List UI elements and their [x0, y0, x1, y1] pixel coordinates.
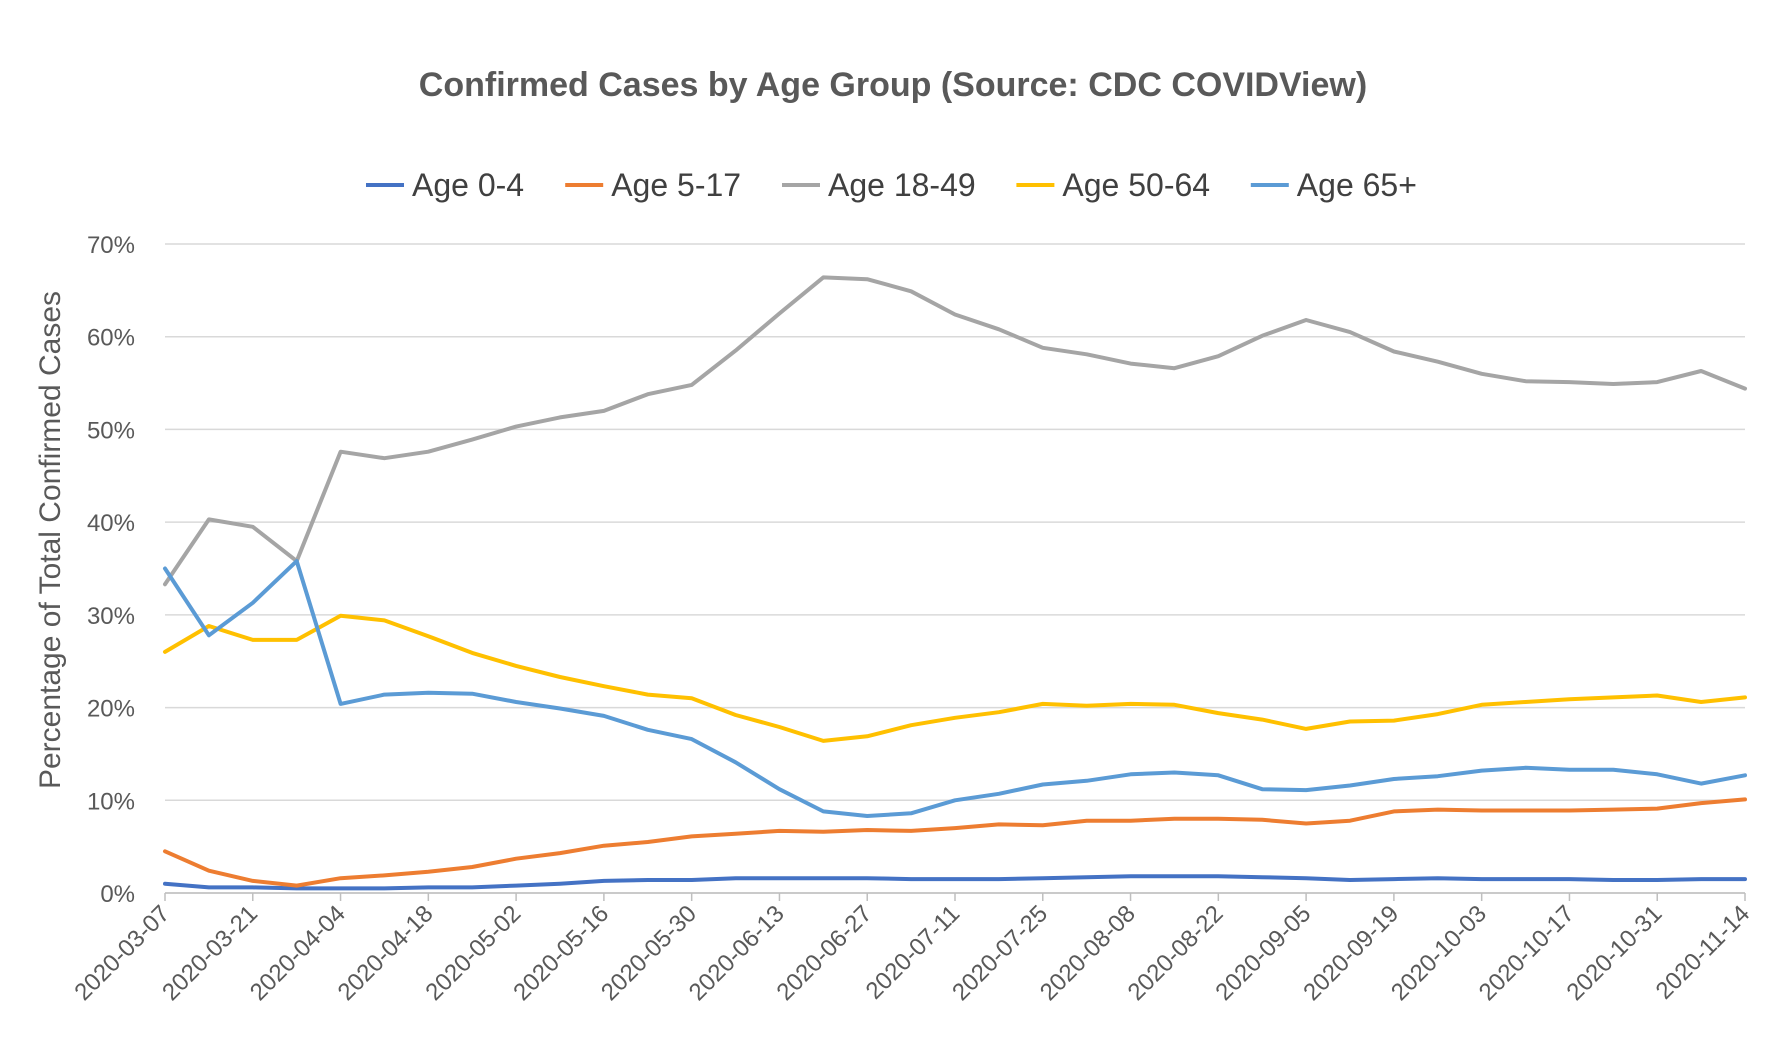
- x-tick-label: 2020-06-27: [772, 900, 878, 1006]
- y-tick-label: 70%: [87, 232, 135, 259]
- y-tick-label: 50%: [87, 417, 135, 444]
- legend-label: Age 0-4: [412, 167, 524, 203]
- series-line-age-5-17: [163, 797, 1747, 888]
- series-line-age-0-4: [163, 874, 1747, 891]
- series-line-age-65-: [163, 559, 1747, 818]
- series-line-age-50-64: [163, 613, 1747, 743]
- series-lines: [163, 275, 1747, 891]
- legend: Age 0-4 Age 5-17 Age 18-49 Age 50-64 Age 65+: [366, 167, 1417, 203]
- x-tick-label: 2020-11-14: [1651, 900, 1756, 1005]
- legend-label: Age 65+: [1297, 167, 1417, 203]
- gridlines: [165, 243, 1745, 894]
- y-axis-ticks: 0% 10% 20% 30% 40% 50% 60% 70%: [87, 232, 135, 908]
- y-tick-label: 60%: [87, 325, 135, 352]
- x-tick-label: 2020-10-31: [1562, 900, 1668, 1006]
- y-tick-label: 10%: [87, 788, 135, 815]
- y-tick-label: 0%: [100, 881, 135, 908]
- y-axis-label: Percentage of Total Confirmed Cases: [34, 291, 67, 789]
- y-tick-label: 20%: [87, 696, 135, 723]
- y-tick-label: 40%: [87, 510, 135, 537]
- legend-label: Age 5-17: [611, 167, 741, 203]
- series-line-age-18-49: [163, 275, 1747, 587]
- legend-label: Age 18-49: [828, 167, 976, 203]
- chart-title: Confirmed Cases by Age Group (Source: CD…: [419, 66, 1367, 104]
- legend-label: Age 50-64: [1062, 167, 1210, 203]
- y-tick-label: 30%: [87, 603, 135, 630]
- x-axis: 2020-03-072020-03-212020-04-042020-04-18…: [69, 892, 1756, 1006]
